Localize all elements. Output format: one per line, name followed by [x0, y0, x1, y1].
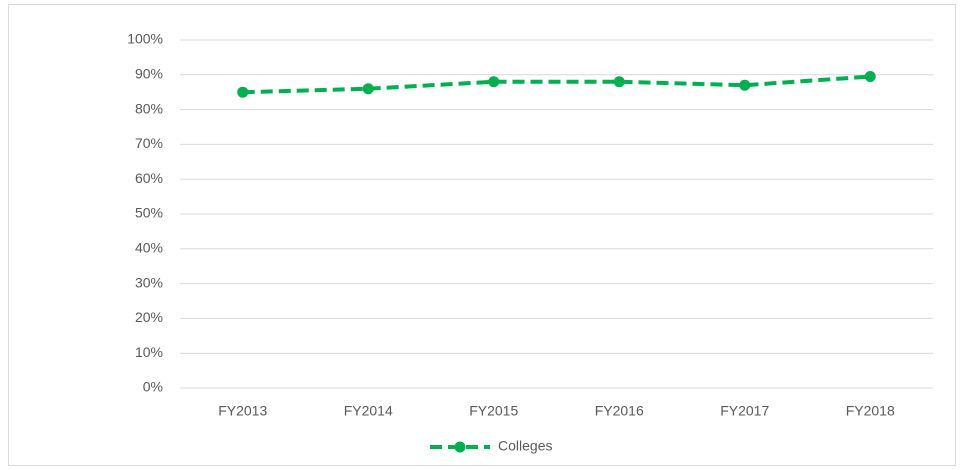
x-tick-label: FY2014 — [344, 403, 393, 419]
x-tick-label: FY2015 — [469, 403, 518, 419]
data-point — [613, 76, 625, 88]
data-point — [864, 71, 876, 83]
y-tick-label: 40% — [135, 240, 163, 256]
y-tick-label: 10% — [135, 344, 163, 360]
y-tick-label: 30% — [135, 274, 163, 290]
data-point — [488, 76, 500, 88]
legend-marker — [454, 441, 466, 453]
y-tick-label: 80% — [135, 100, 163, 116]
y-tick-label: 20% — [135, 309, 163, 325]
data-point — [237, 86, 249, 98]
data-point — [739, 79, 751, 91]
y-tick-label: 60% — [135, 170, 163, 186]
data-point — [362, 83, 374, 95]
y-tick-label: 50% — [135, 205, 163, 221]
x-tick-label: FY2018 — [846, 403, 895, 419]
legend-label: Colleges — [498, 438, 552, 454]
y-tick-label: 0% — [143, 379, 163, 395]
y-tick-label: 70% — [135, 135, 163, 151]
series-line — [242, 74, 871, 95]
x-tick-label: FY2016 — [595, 403, 644, 419]
y-tick-label: 100% — [127, 31, 163, 47]
x-tick-label: FY2013 — [218, 403, 267, 419]
y-tick-label: 90% — [135, 66, 163, 82]
x-tick-label: FY2017 — [720, 403, 769, 419]
